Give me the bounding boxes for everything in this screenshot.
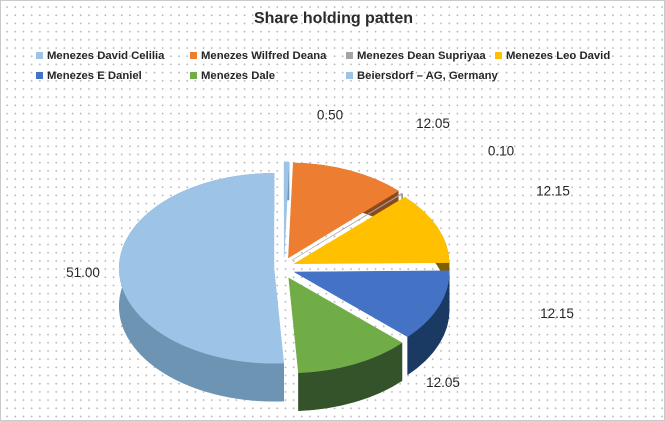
- svg-text:51.00: 51.00: [66, 265, 100, 280]
- svg-text:0.50: 0.50: [317, 108, 343, 123]
- svg-text:0.10: 0.10: [488, 144, 514, 159]
- svg-text:12.05: 12.05: [416, 116, 450, 131]
- svg-text:12.15: 12.15: [536, 184, 570, 199]
- svg-text:12.15: 12.15: [540, 306, 574, 321]
- svg-text:12.05: 12.05: [426, 375, 460, 390]
